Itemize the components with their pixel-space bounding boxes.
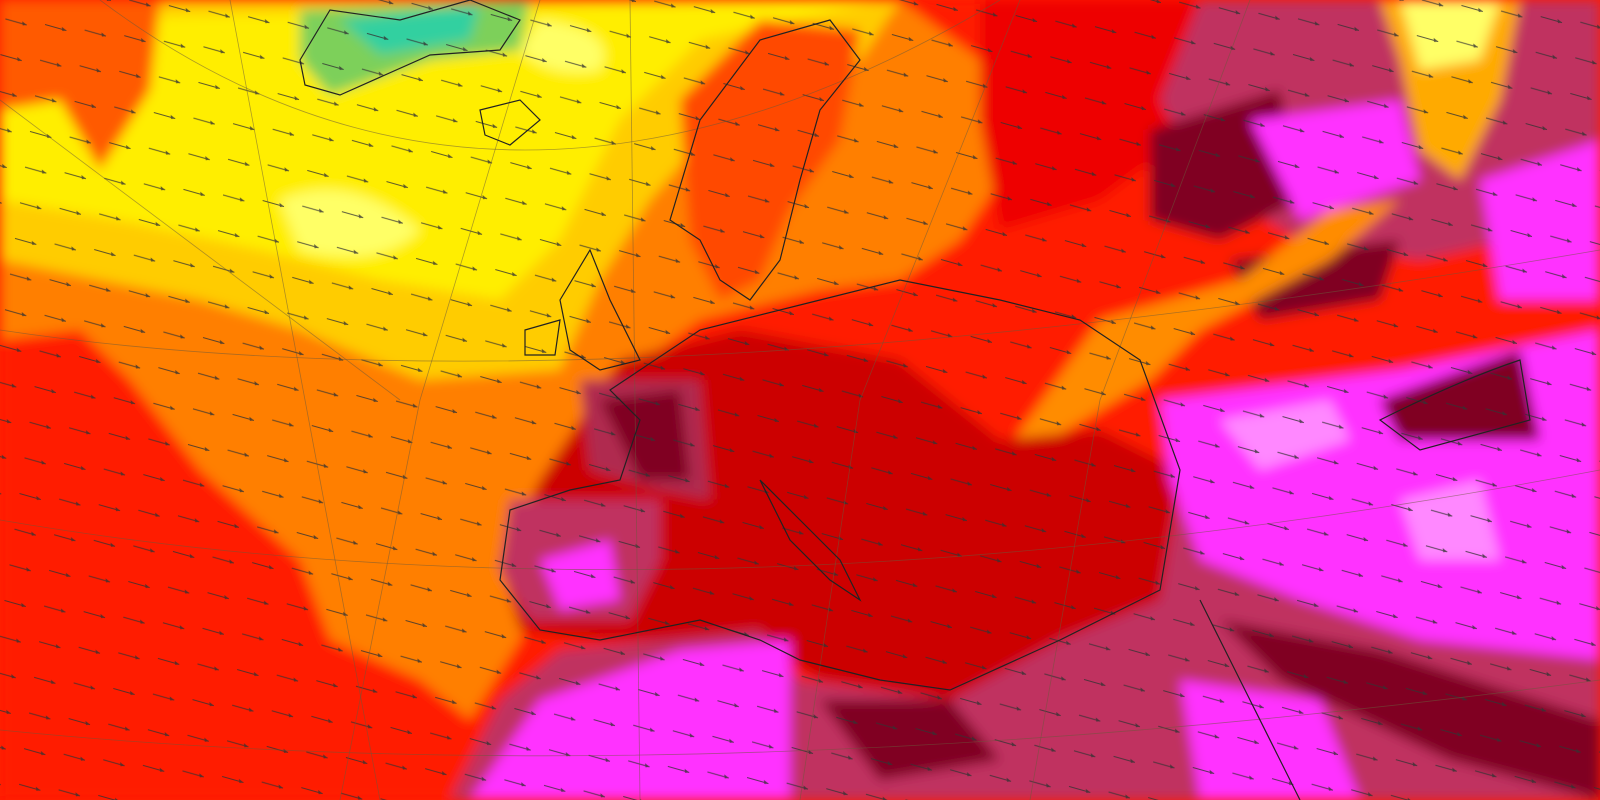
british-isles-coast	[524, 248, 641, 371]
europe-mediterranean-coast	[499, 279, 1181, 691]
scandinavia-coast	[669, 19, 861, 301]
meridian	[229, 0, 381, 800]
meridian	[1029, 0, 1251, 800]
red-sea-coast	[1199, 599, 1301, 800]
meridian	[799, 0, 1021, 800]
meridian	[0, 99, 401, 401]
meridian	[629, 0, 641, 800]
gulf-coast	[1378, 359, 1531, 451]
parallel	[0, 249, 1600, 362]
parallel	[99, 0, 1001, 151]
iceland-coast	[479, 99, 541, 146]
coastlines	[299, 0, 1531, 800]
greenland-coast	[299, 0, 521, 96]
italy-coast	[759, 479, 862, 602]
parallel	[0, 679, 1600, 757]
parallel	[0, 469, 1600, 571]
meridian	[339, 0, 541, 800]
